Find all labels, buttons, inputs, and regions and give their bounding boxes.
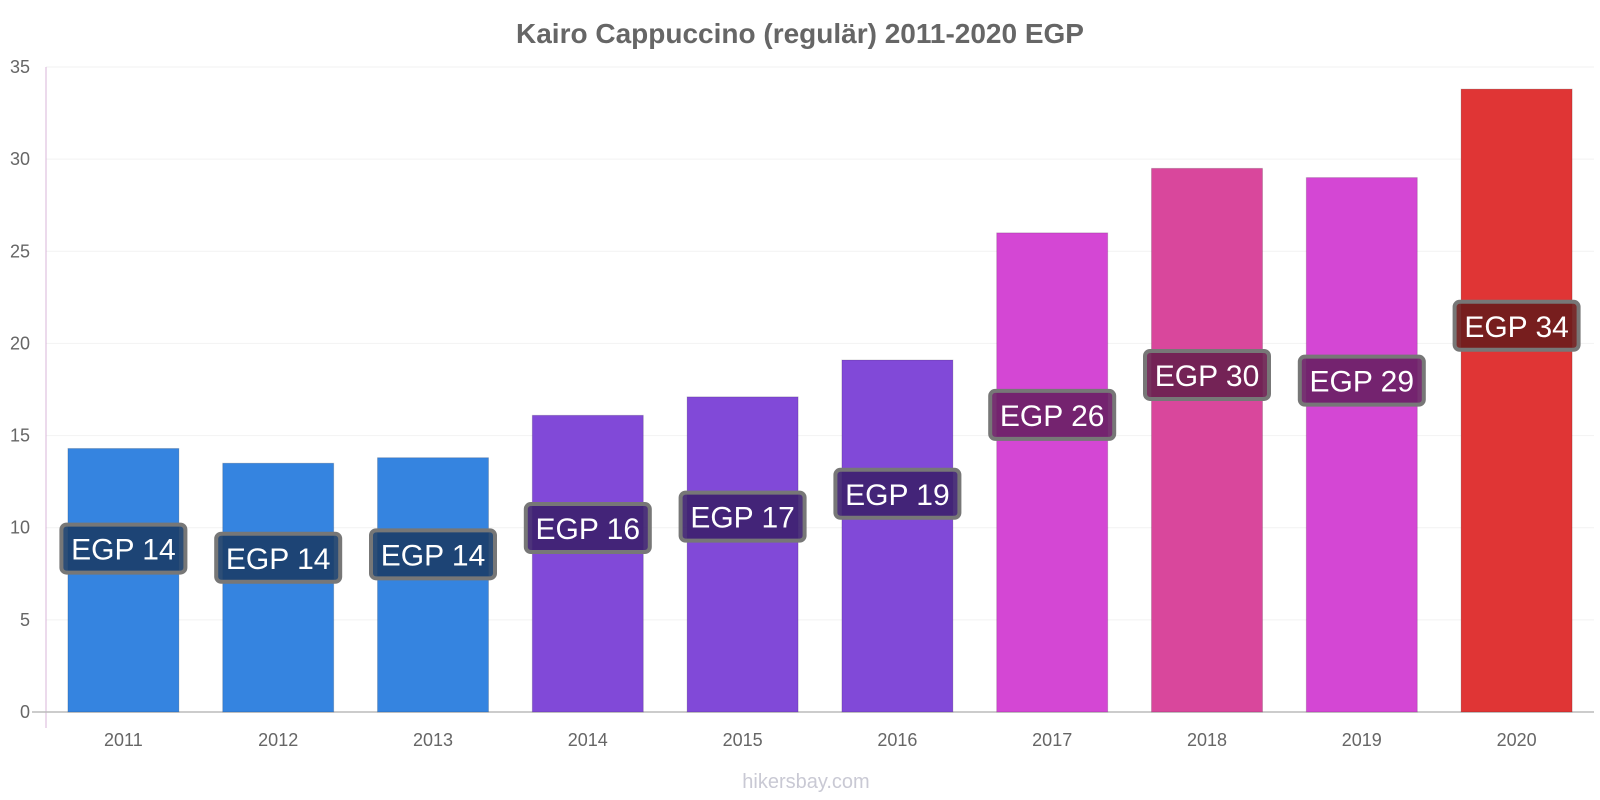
data-label-box (369, 528, 497, 581)
bar-2019 (1305, 177, 1418, 713)
data-label-box (59, 522, 188, 575)
data-label-box (214, 531, 343, 584)
y-tick-label: 10 (10, 518, 30, 538)
y-tick-label: 30 (10, 149, 30, 169)
y-tick-label: 5 (20, 610, 30, 630)
data-label: EGP 14 (381, 539, 486, 572)
data-label-box (678, 490, 807, 543)
y-tick-label: 35 (10, 57, 30, 77)
watermark: hikersbay.com (742, 771, 869, 793)
x-tick-label: 2019 (1342, 730, 1382, 750)
bar-2018 (1151, 167, 1263, 713)
x-tick-label: 2011 (104, 730, 143, 750)
data-label: EGP 17 (690, 502, 795, 535)
x-tick-label: 2015 (723, 730, 763, 750)
data-label-box (523, 502, 652, 555)
data-label: EGP 29 (1310, 366, 1415, 399)
data-label-box (1452, 299, 1581, 352)
data-label-box (1297, 354, 1426, 407)
x-tick-label: 2012 (258, 730, 298, 750)
data-label: EGP 16 (536, 513, 641, 546)
x-tick-label: 2018 (1187, 730, 1227, 750)
bars (67, 88, 1573, 713)
bar-2011 (67, 447, 180, 713)
x-tick-label: 2017 (1032, 730, 1072, 750)
x-tick-label: 2014 (568, 730, 608, 750)
bar-2020 (1460, 88, 1573, 713)
y-tick-label: 0 (20, 702, 30, 722)
x-tick-label: 2013 (413, 730, 453, 750)
y-tick-label: 25 (10, 241, 30, 261)
bar-2014 (531, 414, 644, 713)
data-label: EGP 14 (226, 543, 331, 576)
bar-2015 (686, 396, 799, 713)
data-label: EGP 19 (845, 479, 950, 512)
data-label-box (833, 467, 962, 520)
bar-2012 (222, 462, 335, 713)
data-labels: EGP 14 EGP 14 EGP 14 EGP 16 EGP 17 EGP 19 EGP … (59, 299, 1581, 584)
x-tick-label: 2020 (1497, 730, 1537, 750)
y-tick-label: 15 (10, 426, 30, 446)
chart-title: Kairo Cappuccino (regulär) 2011-2020 EGP (516, 18, 1084, 49)
data-label: EGP 30 (1155, 360, 1260, 393)
data-label: EGP 14 (71, 534, 176, 567)
data-label-box (1143, 348, 1271, 401)
bar-2013 (377, 457, 489, 713)
bar-2017 (996, 232, 1109, 713)
data-label: EGP 26 (1000, 400, 1105, 433)
bar-2016 (841, 359, 954, 713)
axes: 0 5 10 15 20 25 30 35 2011 2012 2013 2014 2015 2016 20… (10, 57, 1594, 750)
y-tick-label: 20 (10, 333, 30, 353)
data-label: EGP 34 (1464, 311, 1569, 344)
x-tick-label: 2016 (877, 730, 917, 750)
data-label-box (988, 388, 1117, 441)
